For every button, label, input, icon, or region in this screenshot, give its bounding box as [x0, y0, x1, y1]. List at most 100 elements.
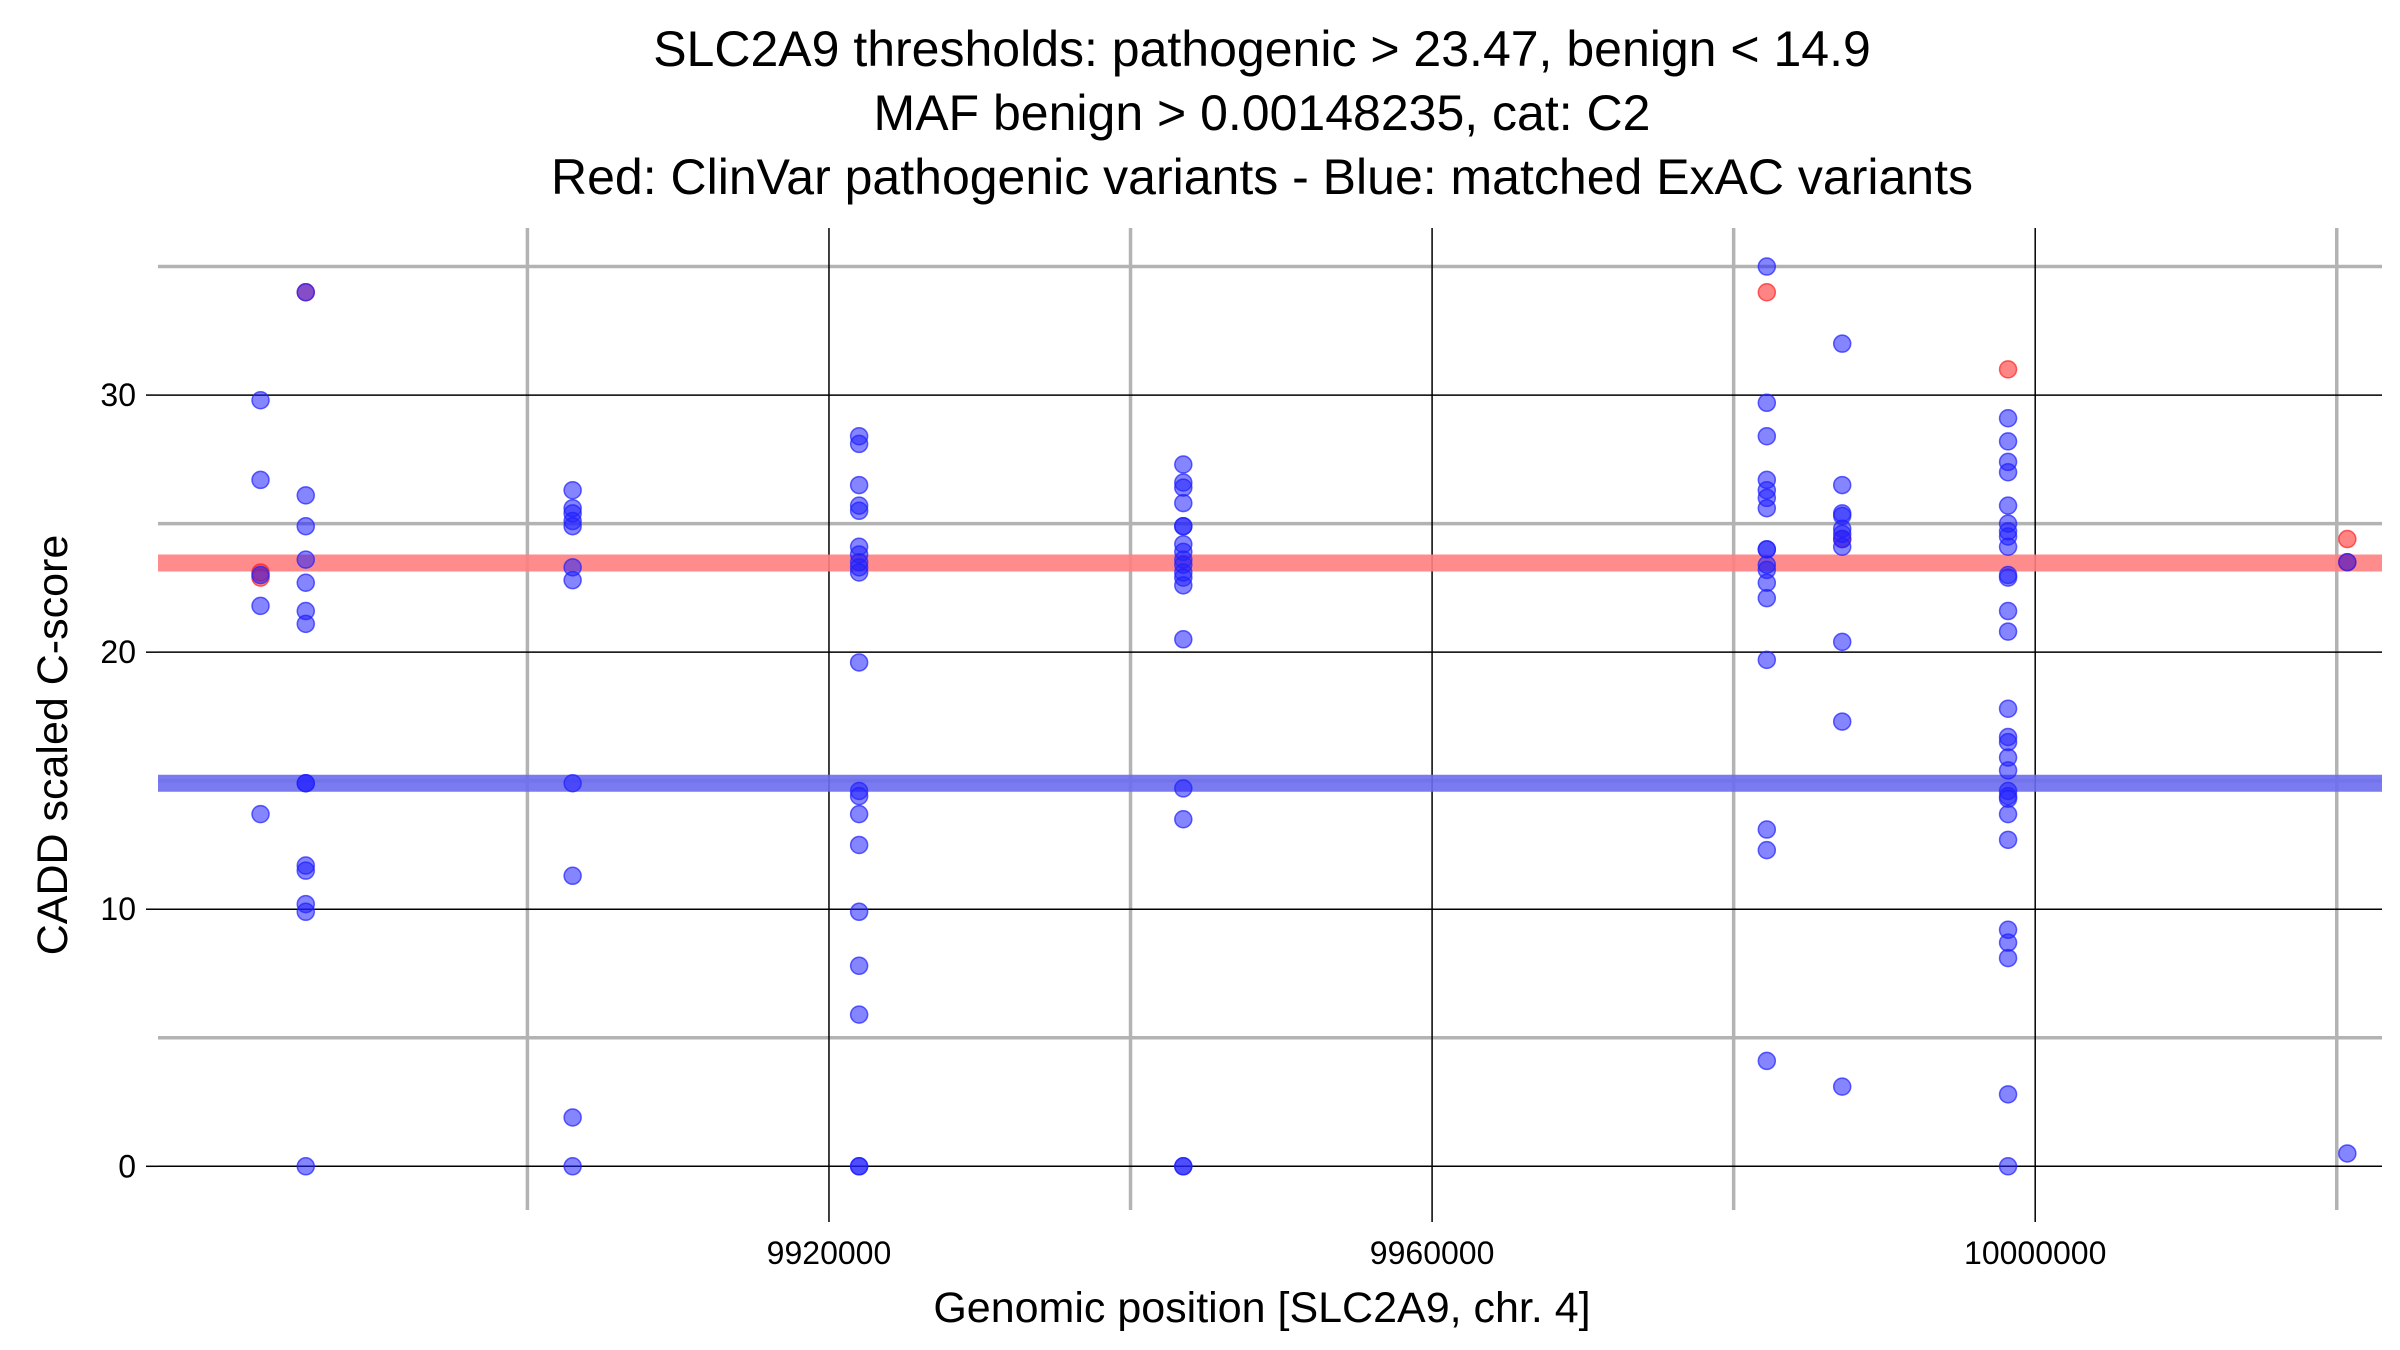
x-axis-label: Genomic position [SLC2A9, chr. 4]	[933, 1284, 1590, 1332]
data-point	[1757, 820, 1777, 839]
data-point	[1757, 840, 1777, 860]
data-point	[296, 573, 316, 593]
data-point	[296, 861, 316, 880]
data-point	[563, 866, 582, 886]
data-point	[1998, 933, 2018, 952]
data-point	[849, 501, 869, 521]
data-point	[296, 550, 316, 569]
data-point	[849, 563, 869, 582]
data-point	[296, 774, 316, 793]
data-point	[1832, 537, 1852, 557]
data-point	[849, 1005, 869, 1024]
data-point	[849, 835, 869, 855]
data-point	[1174, 1157, 1193, 1176]
data-point	[563, 480, 582, 500]
data-point	[1998, 761, 2018, 780]
x-tick-label: 10000000	[1964, 1235, 2106, 1271]
data-point	[1757, 588, 1777, 608]
y-axis-label: CADD scaled C-score	[29, 535, 77, 956]
data-point	[849, 956, 869, 976]
x-tick-label: 9920000	[767, 1235, 892, 1271]
data-point	[1832, 475, 1852, 495]
data-point	[1998, 699, 2018, 718]
data-point	[849, 1157, 869, 1176]
data-point	[849, 475, 869, 495]
data-point	[1998, 789, 2018, 808]
data-point	[849, 786, 869, 806]
y-tick-label: 10	[100, 891, 136, 927]
data-point	[563, 516, 582, 536]
data-points	[251, 257, 2357, 1176]
data-point	[1174, 516, 1193, 536]
data-point	[1757, 498, 1777, 518]
data-point	[251, 804, 270, 824]
data-point	[1998, 732, 2018, 752]
data-point	[1998, 432, 2018, 451]
data-point	[1174, 493, 1193, 513]
threshold-lines	[158, 554, 2382, 792]
data-point	[296, 1157, 316, 1176]
data-point	[1998, 360, 2018, 379]
data-point	[1998, 568, 2018, 587]
data-point	[1998, 804, 2018, 824]
data-point	[1998, 496, 2018, 515]
data-point	[2338, 529, 2357, 549]
data-point	[2338, 552, 2357, 572]
data-point	[1757, 426, 1777, 446]
data-point	[849, 902, 869, 922]
data-point	[1998, 622, 2018, 641]
data-point	[1998, 830, 2018, 850]
y-tick-label: 20	[100, 634, 136, 670]
data-point	[251, 470, 270, 490]
data-point	[1832, 1077, 1852, 1096]
data-point	[1832, 712, 1852, 731]
chart-title-line-3: Red: ClinVar pathogenic variants - Blue:…	[551, 149, 1973, 205]
data-point	[1757, 257, 1777, 276]
data-point	[1174, 576, 1193, 595]
data-point	[1998, 1085, 2018, 1104]
data-point	[1757, 650, 1777, 670]
data-point	[1998, 1157, 2018, 1176]
data-point	[563, 774, 582, 793]
data-point	[296, 283, 316, 302]
data-point	[563, 1108, 582, 1127]
data-point	[849, 653, 869, 672]
data-point	[251, 596, 270, 616]
data-point	[1757, 540, 1777, 559]
data-point	[1174, 630, 1193, 649]
data-point	[1832, 334, 1852, 353]
data-point	[296, 486, 316, 505]
grid	[158, 228, 2382, 1210]
data-point	[1174, 455, 1193, 474]
data-point	[1757, 393, 1777, 413]
y-tick-label: 0	[118, 1148, 136, 1184]
data-point	[1174, 478, 1193, 497]
data-point	[1998, 948, 2018, 968]
data-point	[1757, 1051, 1777, 1071]
data-point	[1174, 810, 1193, 829]
data-point	[849, 804, 869, 824]
data-point	[563, 1157, 582, 1176]
data-point	[1174, 779, 1193, 798]
data-point	[296, 902, 316, 922]
chart-title-line-2: MAF benign > 0.00148235, cat: C2	[874, 85, 1651, 141]
data-point	[1998, 537, 2018, 557]
data-point	[251, 390, 270, 410]
data-point	[1832, 632, 1852, 652]
data-point	[1998, 408, 2018, 428]
data-point	[1757, 283, 1777, 302]
data-point	[296, 516, 316, 536]
data-point	[1998, 601, 2018, 621]
axis-ticks: 0 10 20 30 9920000 9960000 10000000	[100, 377, 2106, 1271]
chart-title-line-1: SLC2A9 thresholds: pathogenic > 23.47, b…	[653, 21, 1871, 77]
data-point	[296, 614, 316, 634]
data-point	[563, 570, 582, 590]
x-tick-label: 9960000	[1370, 1235, 1495, 1271]
y-tick-label: 30	[100, 377, 136, 413]
data-point	[1757, 573, 1777, 593]
data-point	[1998, 462, 2018, 482]
data-point	[2338, 1144, 2357, 1163]
data-point	[849, 434, 869, 454]
data-point	[251, 565, 270, 585]
